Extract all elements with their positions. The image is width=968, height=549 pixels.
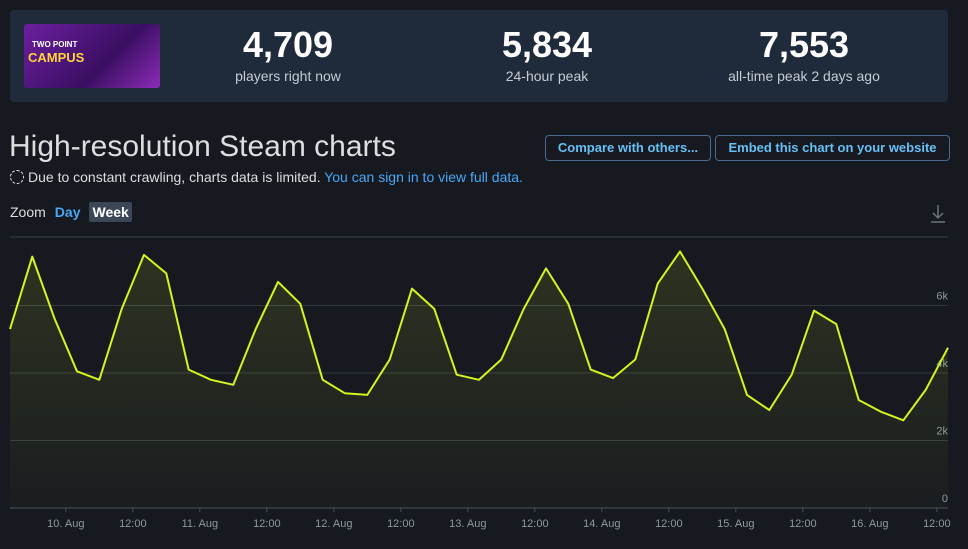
x-tick-label: 11. Aug: [182, 518, 219, 530]
thumbnail-text: CAMPUS: [28, 50, 85, 65]
x-tick-label: 12:00: [119, 518, 147, 530]
stat-label: all-time peak 2 days ago: [728, 68, 880, 84]
x-tick-label: 13. Aug: [449, 518, 486, 530]
notice-text: Due to constant crawling, charts data is…: [28, 169, 321, 185]
notice: Due to constant crawling, charts data is…: [10, 169, 523, 185]
embed-button[interactable]: Embed this chart on your website: [715, 135, 950, 161]
stat-value: 7,553: [758, 24, 850, 65]
x-tick-label: 12:00: [923, 518, 951, 530]
stat-value: 5,834: [501, 24, 593, 65]
x-tick-label: 12:00: [789, 518, 817, 530]
game-thumbnail[interactable]: TWO POINT CAMPUS: [24, 24, 160, 88]
stat: 4,709 players right now: [168, 24, 408, 84]
line-area: [10, 251, 948, 508]
x-tick-label: 14. Aug: [583, 518, 620, 530]
x-tick-label: 16. Aug: [851, 518, 888, 530]
stat-label: 24-hour peak: [505, 68, 589, 84]
x-tick-label: 12:00: [521, 518, 549, 530]
x-tick-label: 12:00: [655, 518, 683, 530]
x-tick-label: 12:00: [387, 518, 415, 530]
zoom-label: Zoom: [10, 204, 46, 220]
x-tick-label: 15. Aug: [717, 518, 754, 530]
zoom-option[interactable]: Day: [54, 204, 81, 220]
stat-label: players right now: [235, 68, 341, 84]
sign-in-link[interactable]: You can sign in to view full data.: [324, 169, 523, 185]
stat: 7,553 all-time peak 2 days ago: [684, 24, 924, 84]
line: [9, 250, 949, 422]
y-tick-label: 6k: [936, 291, 948, 303]
stat: 5,834 24-hour peak: [427, 24, 667, 84]
stats-card: [10, 10, 948, 102]
x-tick-label: 12:00: [253, 518, 281, 530]
zoom-option[interactable]: Week: [89, 202, 132, 222]
thumbnail-text: TWO POINT: [32, 40, 78, 49]
notice-icon: [10, 170, 24, 184]
page-title: High-resolution Steam charts: [9, 130, 396, 163]
zoom-bar: Zoom Day Week: [10, 202, 138, 222]
x-tick-label: 10. Aug: [47, 518, 84, 530]
download-icon[interactable]: [931, 205, 945, 223]
x-tick-label: 12. Aug: [315, 518, 352, 530]
compare-button[interactable]: Compare with others...: [545, 135, 711, 161]
stat-value: 4,709: [242, 24, 334, 65]
